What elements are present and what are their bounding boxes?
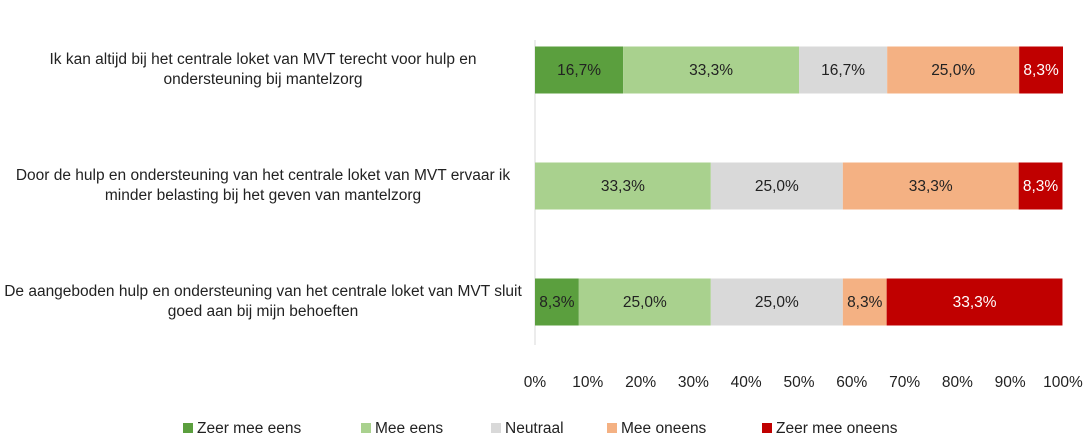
legend-label: Zeer mee oneens (776, 420, 898, 437)
bar-segment (535, 162, 711, 210)
bar-segment (886, 278, 1063, 326)
legend-swatch (762, 423, 772, 433)
x-tick-label: 10% (572, 374, 603, 391)
x-tick-label: 20% (625, 374, 656, 391)
value-label: 25,0% (623, 294, 667, 311)
value-label: 25,0% (931, 62, 975, 79)
bar-segment (842, 162, 1019, 210)
legend-label: Mee oneens (621, 420, 707, 437)
value-label: 33,3% (689, 62, 733, 79)
legend-label: Zeer mee eens (197, 420, 301, 437)
category-label: Door de hulp en ondersteuning van het ce… (15, 167, 511, 204)
bar-segment (887, 46, 1020, 94)
bar-segment (710, 162, 843, 210)
value-label: 8,3% (1023, 62, 1059, 79)
bar-segment (578, 278, 711, 326)
legend-swatch (491, 423, 501, 433)
legend-label: Mee eens (375, 420, 443, 437)
legend-label: Neutraal (505, 420, 564, 437)
x-tick-label: 40% (731, 374, 762, 391)
bar-segment (1018, 162, 1063, 210)
value-label: 8,3% (1023, 178, 1059, 195)
bar-segment (842, 278, 887, 326)
value-label: 8,3% (539, 294, 575, 311)
legend-swatch (361, 423, 371, 433)
value-label: 16,7% (557, 62, 601, 79)
category-label: De aangeboden hulp en ondersteuning van … (4, 283, 522, 320)
value-label: 33,3% (953, 294, 997, 311)
x-tick-label: 70% (889, 374, 920, 391)
legend-swatch (183, 423, 193, 433)
value-label: 25,0% (755, 178, 799, 195)
bar-segment (535, 278, 579, 326)
bar-segment (1019, 46, 1063, 94)
x-tick-label: 50% (783, 374, 814, 391)
x-tick-label: 100% (1043, 374, 1083, 391)
bar-segment (535, 46, 624, 94)
x-tick-label: 80% (942, 374, 973, 391)
value-label: 33,3% (601, 178, 645, 195)
value-label: 16,7% (821, 62, 865, 79)
value-label: 25,0% (755, 294, 799, 311)
bar-segment (799, 46, 888, 94)
value-label: 8,3% (847, 294, 883, 311)
value-label: 33,3% (909, 178, 953, 195)
category-label: Ik kan altijd bij het centrale loket van… (49, 51, 477, 88)
legend-swatch (607, 423, 617, 433)
bar-segment (623, 46, 799, 94)
x-tick-label: 60% (836, 374, 867, 391)
x-tick-label: 90% (995, 374, 1026, 391)
x-tick-label: 30% (678, 374, 709, 391)
x-tick-label: 0% (524, 374, 547, 391)
bar-segment (710, 278, 843, 326)
